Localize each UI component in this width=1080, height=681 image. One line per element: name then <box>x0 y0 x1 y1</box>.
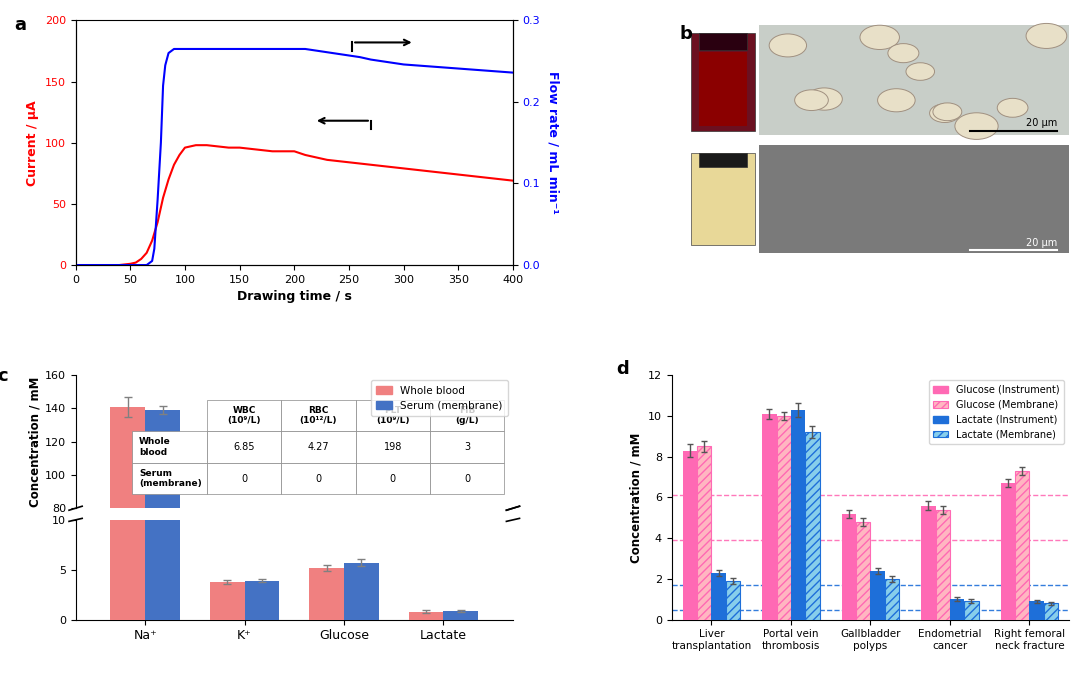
Circle shape <box>906 63 934 80</box>
Bar <box>110 0 145 620</box>
Text: 20 μm: 20 μm <box>1026 118 1057 128</box>
Bar <box>759 145 1069 253</box>
Bar <box>762 414 777 620</box>
Bar <box>856 522 870 620</box>
Bar <box>806 432 820 620</box>
Bar <box>444 611 478 620</box>
X-axis label: Drawing time / s: Drawing time / s <box>237 290 352 303</box>
Circle shape <box>878 89 915 112</box>
Text: c: c <box>0 367 8 385</box>
Y-axis label: Concentration / mM: Concentration / mM <box>29 377 42 507</box>
Bar <box>712 573 726 620</box>
Bar <box>408 640 444 642</box>
Bar <box>691 33 755 131</box>
Legend: Whole blood, Serum (membrane): Whole blood, Serum (membrane) <box>372 380 508 416</box>
Bar <box>777 416 791 620</box>
Bar <box>935 509 950 620</box>
Bar <box>309 568 343 620</box>
Bar <box>964 601 978 620</box>
Y-axis label: Current / μA: Current / μA <box>26 100 39 185</box>
Bar <box>700 52 747 125</box>
Bar <box>444 640 478 642</box>
Bar <box>691 153 755 245</box>
Legend: Glucose (Instrument), Glucose (Membrane), Lactate (Instrument), Lactate (Membran: Glucose (Instrument), Glucose (Membrane)… <box>929 380 1064 444</box>
Bar <box>697 447 712 620</box>
Circle shape <box>769 34 807 57</box>
Bar <box>210 582 244 620</box>
Bar <box>700 33 747 50</box>
Circle shape <box>1026 23 1067 48</box>
Bar <box>210 635 244 642</box>
Bar <box>145 0 180 620</box>
Y-axis label: Concentration / mM: Concentration / mM <box>630 432 643 563</box>
Y-axis label: Flow rate / mL min⁻¹: Flow rate / mL min⁻¹ <box>546 72 559 214</box>
Bar <box>1015 471 1029 620</box>
Text: b: b <box>679 25 692 44</box>
Bar <box>309 633 343 642</box>
Bar <box>1029 601 1043 620</box>
Circle shape <box>930 104 960 123</box>
Bar <box>1043 603 1058 620</box>
Circle shape <box>888 44 919 63</box>
Text: d: d <box>616 360 629 379</box>
Bar <box>683 451 697 620</box>
Circle shape <box>997 98 1028 117</box>
Circle shape <box>860 25 900 50</box>
Bar <box>791 410 806 620</box>
Bar <box>700 153 747 168</box>
Text: a: a <box>14 16 26 33</box>
Bar <box>726 581 740 620</box>
Bar <box>1001 483 1015 620</box>
Bar <box>343 632 379 642</box>
Bar <box>110 407 145 642</box>
Bar <box>950 599 964 620</box>
Circle shape <box>955 113 998 140</box>
Bar <box>343 563 379 620</box>
Bar <box>244 635 280 642</box>
Bar <box>885 579 899 620</box>
Circle shape <box>806 88 842 110</box>
Bar <box>759 25 1069 136</box>
Circle shape <box>933 103 962 121</box>
Bar <box>145 410 180 642</box>
Circle shape <box>795 90 828 110</box>
Bar <box>870 571 885 620</box>
Bar <box>408 612 444 620</box>
Text: 20 μm: 20 μm <box>1026 238 1057 248</box>
Bar <box>921 505 935 620</box>
Bar <box>244 581 280 620</box>
Bar <box>841 513 856 620</box>
